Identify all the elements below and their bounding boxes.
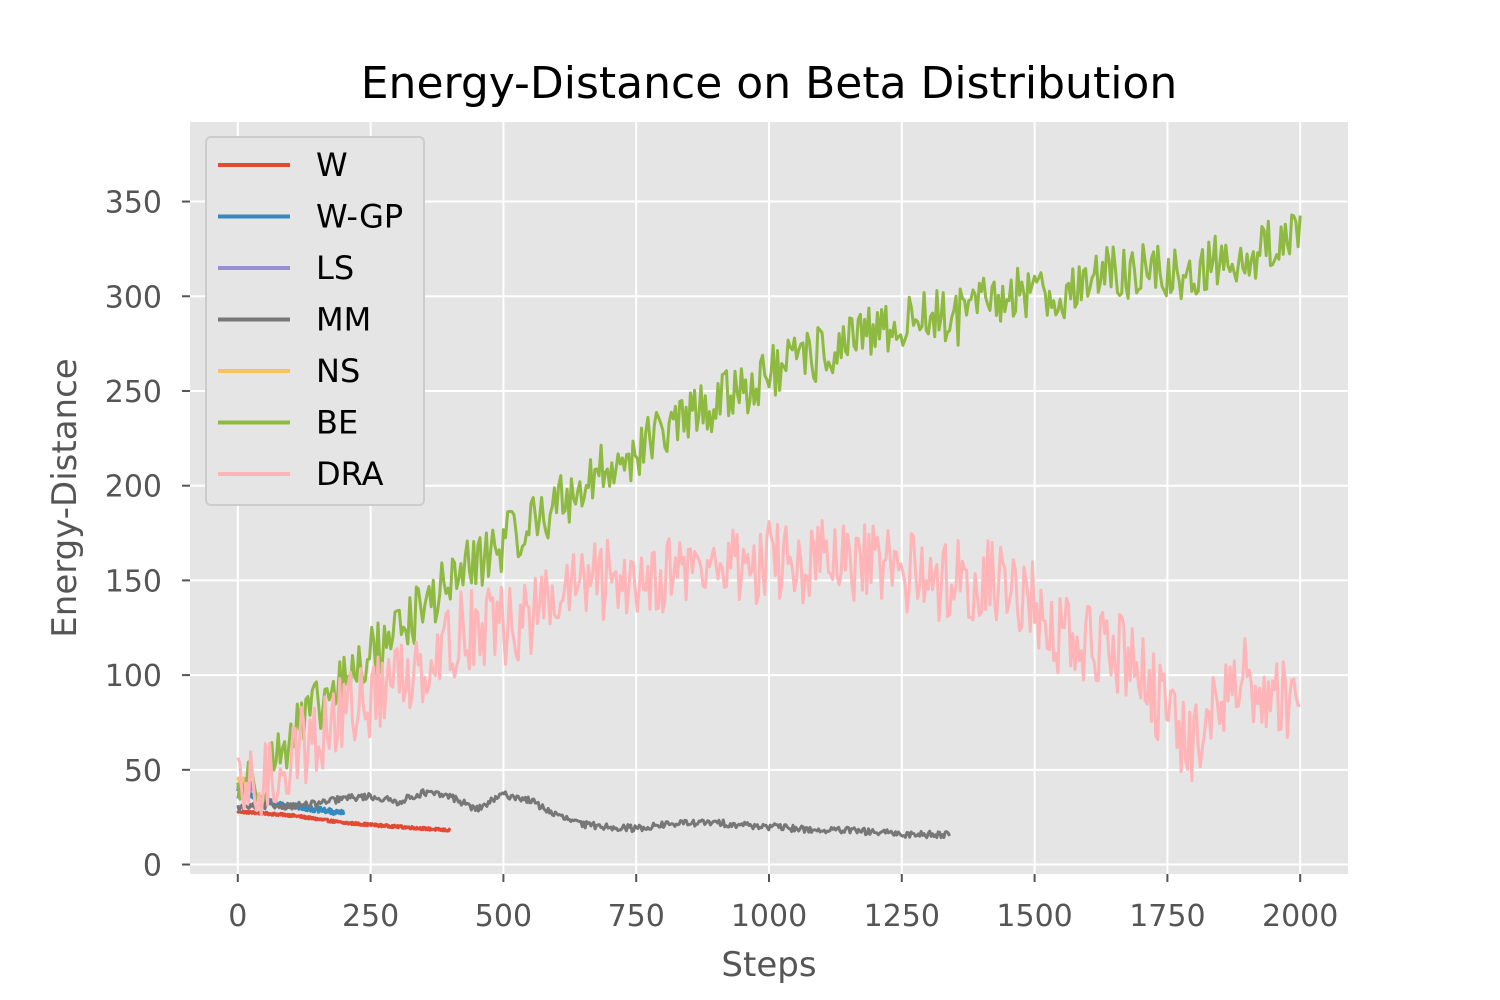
x-tick-label: 1500 <box>996 899 1072 934</box>
y-tick-label: 250 <box>105 375 162 410</box>
axis-ticks: 0 250 500 750 1000 1250 1500 1750 2000 0 50 100 150 2… <box>105 186 1339 934</box>
y-tick-label: 150 <box>105 564 162 599</box>
x-axis-label: Steps <box>721 945 816 985</box>
y-tick-label: 100 <box>105 659 162 694</box>
x-tick-label: 0 <box>228 899 247 934</box>
x-tick-label: 750 <box>608 899 665 934</box>
legend-label-ls: LS <box>316 249 354 287</box>
x-tick-label: 1250 <box>864 899 940 934</box>
x-tick-label: 1000 <box>731 899 807 934</box>
legend: W W-GP LS MM NS BE DRA <box>205 136 425 506</box>
series-line-be <box>236 213 1302 806</box>
legend-label-w: W <box>316 146 348 184</box>
legend-label-mm: MM <box>316 301 371 339</box>
series-line-dra <box>236 519 1301 816</box>
x-tick-label: 250 <box>342 899 399 934</box>
y-tick-label: 200 <box>105 470 162 505</box>
legend-label-be: BE <box>316 404 358 442</box>
series-line-w <box>236 809 452 833</box>
y-tick-label: 50 <box>124 754 162 789</box>
chart-title: Energy-Distance on Beta Distribution <box>361 58 1177 109</box>
series-line-mm <box>236 788 951 840</box>
legend-label-w-gp: W-GP <box>316 198 403 236</box>
x-tick-label: 500 <box>475 899 532 934</box>
y-tick-label: 350 <box>105 186 162 221</box>
legend-label-dra: DRA <box>316 455 384 493</box>
grid-lines <box>190 122 1348 874</box>
legend-box <box>205 136 425 506</box>
x-tick-label: 2000 <box>1262 899 1338 934</box>
x-tick-label: 1750 <box>1129 899 1205 934</box>
series-lines <box>236 213 1302 840</box>
legend-label-ns: NS <box>316 352 360 390</box>
y-tick-label: 0 <box>143 849 162 884</box>
y-tick-label: 300 <box>105 280 162 315</box>
y-axis-label: Energy-Distance <box>45 358 85 637</box>
